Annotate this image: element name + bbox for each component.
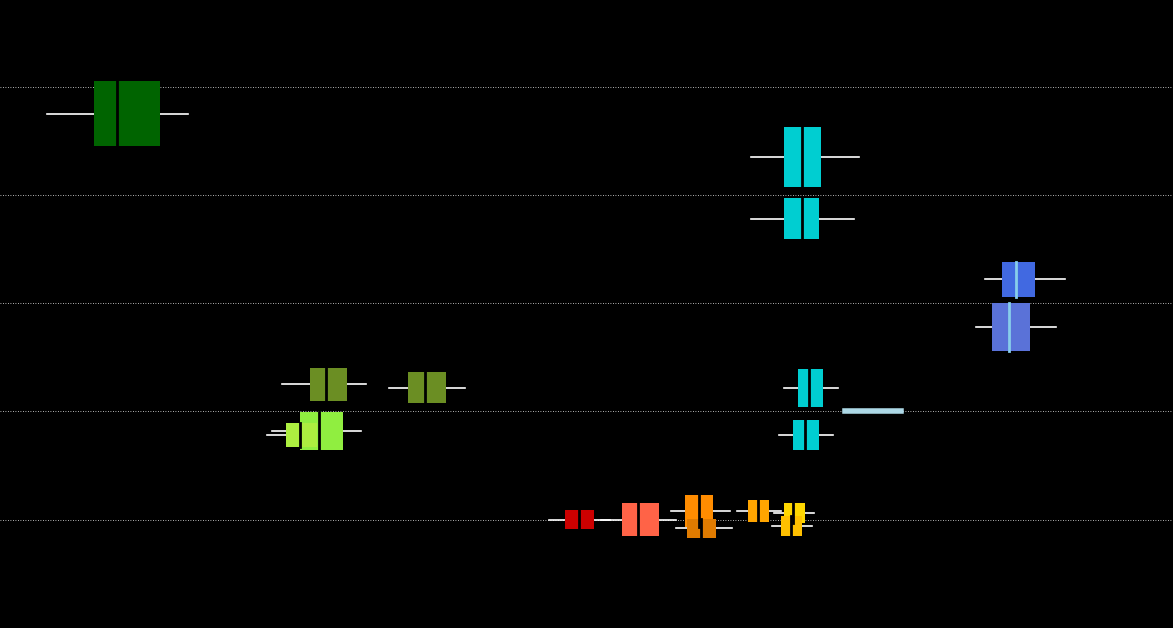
FancyBboxPatch shape xyxy=(784,504,805,523)
FancyBboxPatch shape xyxy=(992,303,1030,351)
FancyBboxPatch shape xyxy=(784,127,821,187)
FancyBboxPatch shape xyxy=(748,501,769,522)
FancyBboxPatch shape xyxy=(685,495,713,528)
FancyBboxPatch shape xyxy=(286,423,317,447)
FancyBboxPatch shape xyxy=(94,81,160,146)
FancyBboxPatch shape xyxy=(408,372,446,403)
FancyBboxPatch shape xyxy=(565,510,594,529)
FancyBboxPatch shape xyxy=(310,368,347,401)
FancyBboxPatch shape xyxy=(793,420,819,450)
FancyBboxPatch shape xyxy=(784,198,819,239)
FancyBboxPatch shape xyxy=(687,519,716,538)
FancyBboxPatch shape xyxy=(798,369,823,406)
FancyBboxPatch shape xyxy=(781,516,802,536)
FancyBboxPatch shape xyxy=(1002,262,1035,296)
FancyBboxPatch shape xyxy=(300,412,343,450)
FancyBboxPatch shape xyxy=(622,504,659,536)
